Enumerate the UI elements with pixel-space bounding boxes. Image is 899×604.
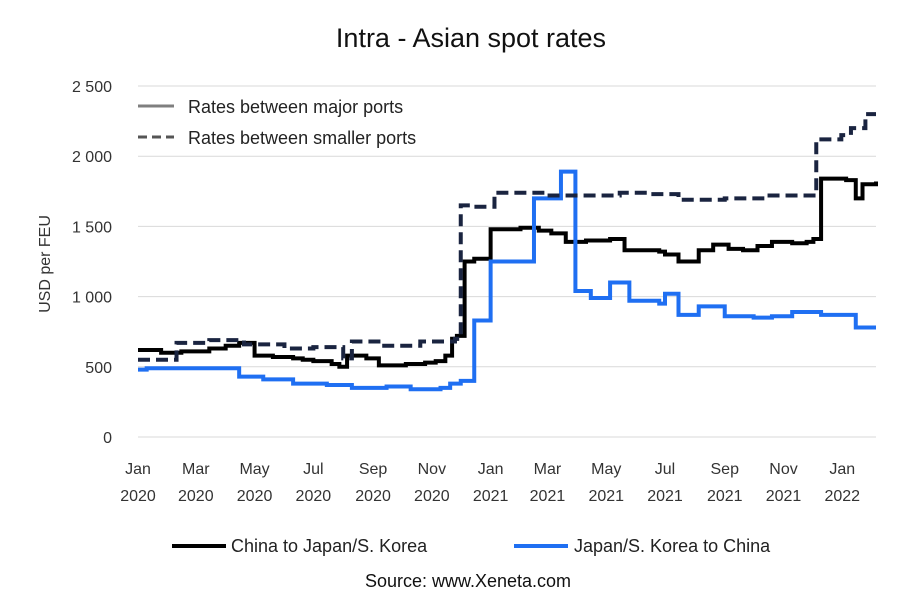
style-legend-dashed-label: Rates between smaller ports <box>188 128 416 148</box>
y-tick-label: 500 <box>85 360 112 377</box>
x-tick-label-year: 2021 <box>707 488 743 505</box>
y-tick-label: 0 <box>103 430 112 447</box>
y-axis-label: USD per FEU <box>37 215 54 313</box>
legend-label-china-to-japan: China to Japan/S. Korea <box>231 536 428 556</box>
legend-label-japan-to-china: Japan/S. Korea to China <box>574 536 771 556</box>
series-line-0 <box>138 176 878 369</box>
x-tick-label-year: 2021 <box>766 488 802 505</box>
x-tick-label-month: May <box>591 461 621 478</box>
x-tick-label-year: 2021 <box>530 488 566 505</box>
y-tick-label: 1 000 <box>72 290 112 307</box>
x-tick-label-year: 2020 <box>296 488 332 505</box>
x-tick-label-year: 2021 <box>473 488 509 505</box>
source-note: Source: www.Xeneta.com <box>365 571 571 591</box>
x-tick-label-month: Jan <box>478 461 504 478</box>
y-gridlines <box>138 85 876 438</box>
x-tick-label-month: Mar <box>182 461 210 478</box>
y-tick-label: 1 500 <box>72 219 112 236</box>
x-tick-label-year: 2020 <box>355 488 391 505</box>
x-tick-label-month: Sep <box>711 461 740 478</box>
x-tick-label-month: May <box>239 461 269 478</box>
style-legend: Rates between major ports Rates between … <box>138 97 416 148</box>
x-tick-label-year: 2020 <box>237 488 273 505</box>
x-tick-label-month: Jul <box>655 461 675 478</box>
series-line-1 <box>138 169 876 392</box>
x-tick-labels: Jan 2020 Mar 2020 May 2020 Jul 2020 Sep 2020 Nov 20… <box>120 461 860 505</box>
y-tick-label: 2 500 <box>72 79 112 96</box>
x-tick-label-year: 2022 <box>824 488 860 505</box>
x-tick-label-year: 2021 <box>647 488 683 505</box>
x-tick-label-month: Nov <box>769 461 797 478</box>
series-line-2 <box>138 112 876 362</box>
series-legend: China to Japan/S. Korea Japan/S. Korea t… <box>172 536 771 556</box>
x-tick-label-year: 2020 <box>414 488 450 505</box>
x-tick-label-month: Jul <box>303 461 323 478</box>
chart-title: Intra - Asian spot rates <box>336 23 606 53</box>
x-tick-label-month: Sep <box>359 461 388 478</box>
x-tick-label-year: 2020 <box>178 488 214 505</box>
x-tick-label-month: Nov <box>418 461 446 478</box>
x-tick-label-month: Jan <box>125 461 151 478</box>
x-tick-label-year: 2021 <box>588 488 624 505</box>
y-tick-label: 2 000 <box>72 149 112 166</box>
style-legend-solid-label: Rates between major ports <box>188 97 403 117</box>
series-lines <box>138 112 878 392</box>
x-tick-label-month: Mar <box>534 461 562 478</box>
x-tick-label-month: Jan <box>829 461 855 478</box>
x-tick-label-year: 2020 <box>120 488 156 505</box>
y-tick-labels: 0 500 1 000 1 500 2 000 2 500 <box>72 79 112 447</box>
